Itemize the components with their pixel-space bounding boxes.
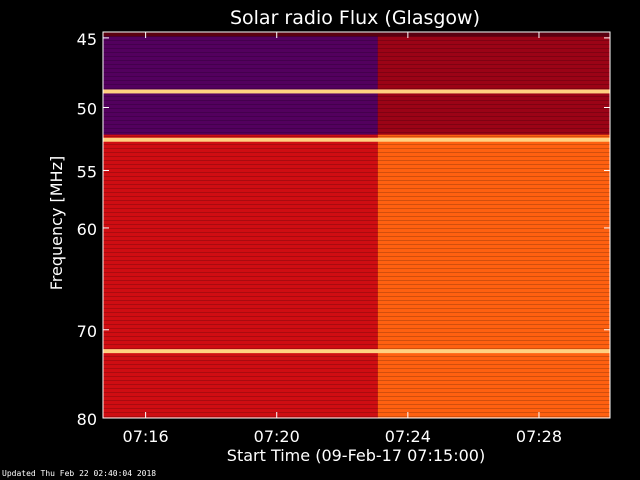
y-tick-label: 80 xyxy=(77,410,97,429)
y-tick-label: 70 xyxy=(77,322,97,341)
x-tick-label: 07:24 xyxy=(385,427,431,446)
y-tick-label: 60 xyxy=(77,220,97,239)
spectrogram-plot xyxy=(102,31,611,419)
x-tick-label: 07:20 xyxy=(254,427,300,446)
y-tick-label: 55 xyxy=(77,162,97,181)
y-tick-label: 50 xyxy=(77,100,97,119)
x-tick-label: 07:28 xyxy=(516,427,562,446)
chart-title: Solar radio Flux (Glasgow) xyxy=(230,7,480,29)
bright-line-0 xyxy=(103,89,610,94)
y-axis-ticks: 45 50 55 60 70 80 xyxy=(77,30,610,429)
x-axis-label: Start Time (09-Feb-17 07:15:00) xyxy=(227,446,485,465)
bright-line-1 xyxy=(103,137,610,142)
y-axis-label: Frequency [MHz] xyxy=(47,156,66,290)
x-axis-ticks: 07:16 07:20 07:24 07:28 xyxy=(123,32,562,446)
updated-timestamp: Updated Thu Feb 22 02:40:04 2018 xyxy=(2,469,157,478)
plot-frame xyxy=(102,31,611,419)
striation-texture xyxy=(103,32,610,418)
y-tick-label: 45 xyxy=(77,30,97,49)
x-tick-label: 07:16 xyxy=(123,427,169,446)
bright-line-2 xyxy=(103,349,610,354)
